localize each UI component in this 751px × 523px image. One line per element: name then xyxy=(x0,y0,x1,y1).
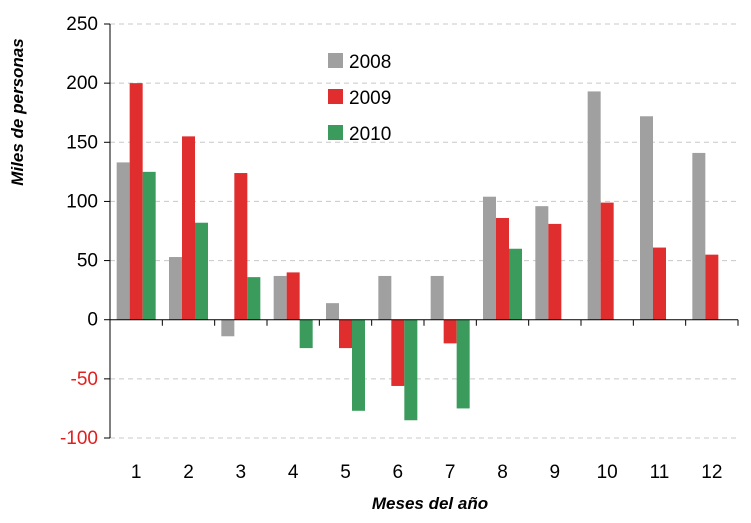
x-tick-label: 4 xyxy=(288,462,299,483)
x-tick-label: 11 xyxy=(650,462,670,483)
bar-2010-1 xyxy=(142,171,156,320)
bar-2008-11 xyxy=(640,116,653,320)
x-tick-label: 6 xyxy=(393,462,404,483)
bar-2009-2 xyxy=(182,136,195,320)
bar-2010-5 xyxy=(352,319,365,411)
bar-2008-5 xyxy=(326,303,339,320)
y-tick-label: -100 xyxy=(60,428,98,449)
y-tick-label: 50 xyxy=(77,251,98,272)
x-tick-label: 10 xyxy=(597,462,618,483)
bar-2008-7 xyxy=(430,275,444,320)
x-tick-label: 8 xyxy=(497,462,508,483)
legend-swatch-2010 xyxy=(328,125,343,140)
bar-2010-2 xyxy=(195,222,208,320)
bar-2008-6 xyxy=(378,275,392,320)
y-tick-label: 150 xyxy=(66,132,98,153)
bar-2008-12 xyxy=(692,152,706,320)
y-tick-label: 200 xyxy=(66,73,98,94)
bar-2009-7 xyxy=(443,319,457,344)
bar-2008-8 xyxy=(483,196,496,320)
gridlines xyxy=(110,23,738,439)
bar-2009-6 xyxy=(391,319,405,386)
bar-2009-11 xyxy=(653,247,666,320)
bar-2009-9 xyxy=(548,223,562,320)
y-tick-label: 0 xyxy=(87,310,98,331)
bar-2010-4 xyxy=(299,319,313,349)
bar-2009-8 xyxy=(496,217,509,320)
legend-swatch-2008 xyxy=(328,53,343,68)
bar-2009-1 xyxy=(129,83,143,320)
y-tick-label: 250 xyxy=(66,14,98,35)
x-tick-label: 7 xyxy=(445,462,456,483)
bar-2008-10 xyxy=(587,91,601,320)
bar-2008-2 xyxy=(169,257,182,320)
bar-2010-3 xyxy=(247,277,261,320)
x-tick-label: 1 xyxy=(131,462,142,483)
x-tick-label: 5 xyxy=(340,462,351,483)
x-tick-label: 12 xyxy=(701,462,722,483)
bar-2008-1 xyxy=(116,162,130,320)
y-axis-title: Miles de personas xyxy=(8,38,27,185)
legend-swatch-2009 xyxy=(328,89,343,104)
axes xyxy=(104,23,739,439)
y-tick-label: -50 xyxy=(71,369,98,390)
x-axis-title: Meses del año xyxy=(372,494,488,513)
bar-2008-4 xyxy=(273,275,287,320)
bar-2010-6 xyxy=(404,319,418,421)
x-tick-label: 3 xyxy=(236,462,247,483)
bars xyxy=(116,83,719,421)
bar-2009-3 xyxy=(234,173,248,320)
bar-2009-5 xyxy=(339,319,352,349)
bar-2009-12 xyxy=(705,254,719,320)
legend-label-2008: 2008 xyxy=(349,52,391,73)
bar-2008-9 xyxy=(535,206,549,320)
x-tick-label: 2 xyxy=(183,462,194,483)
y-tick-label: 100 xyxy=(66,191,98,212)
bar-2010-7 xyxy=(456,319,470,409)
x-tick-labels: 1 2 3 4 5 6 7 8 9 10 11 12 xyxy=(131,462,723,483)
bar-2009-4 xyxy=(286,272,300,320)
legend: 2008 2009 2010 xyxy=(328,52,391,145)
bar-2009-10 xyxy=(600,202,614,320)
x-tick-label: 9 xyxy=(550,462,561,483)
legend-label-2010: 2010 xyxy=(349,124,391,145)
bar-2008-3 xyxy=(221,319,235,337)
bar-2010-8 xyxy=(509,248,522,320)
y-tick-labels: -100 -50 0 50 100 150 200 250 xyxy=(60,14,98,449)
legend-label-2009: 2009 xyxy=(349,88,391,109)
